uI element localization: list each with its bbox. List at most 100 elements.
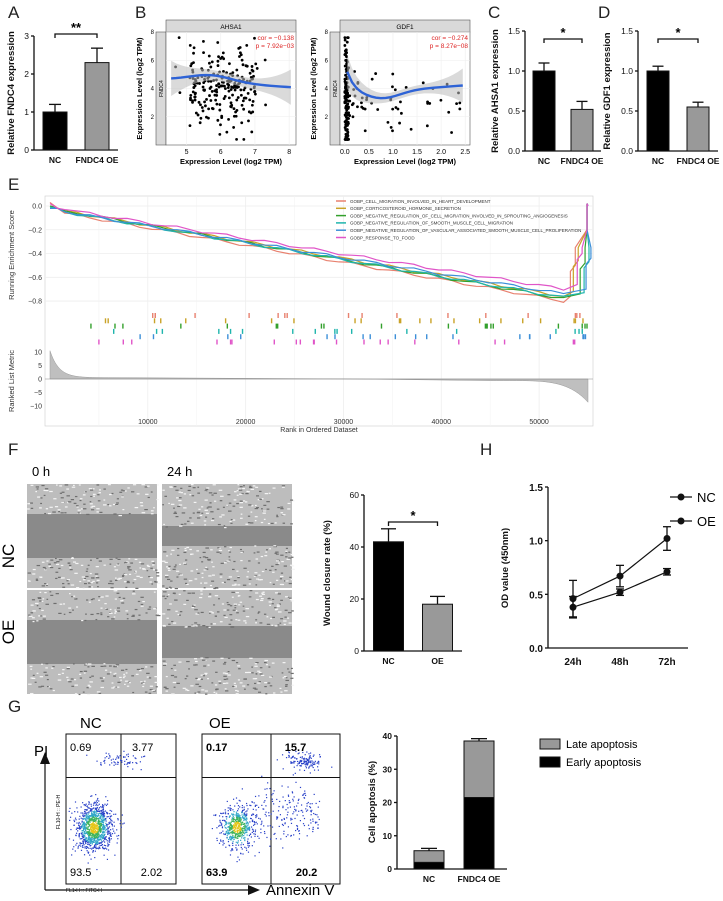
texture — [30, 604, 34, 606]
event-dot — [266, 796, 268, 799]
event-dot — [96, 830, 98, 833]
texture — [63, 613, 66, 615]
texture — [71, 557, 74, 559]
texture — [46, 598, 49, 600]
event-dot — [272, 792, 274, 795]
event-dot — [103, 840, 105, 842]
texture — [81, 576, 86, 578]
event-dot — [298, 838, 300, 840]
event-dot — [223, 842, 225, 845]
texture — [82, 508, 87, 510]
texture — [35, 579, 39, 581]
texture — [196, 624, 201, 626]
texture — [290, 600, 294, 602]
texture — [98, 489, 101, 491]
texture — [205, 516, 208, 518]
event-dot — [235, 813, 237, 815]
event-dot — [84, 829, 87, 831]
event-dot — [118, 756, 120, 758]
event-dot — [88, 831, 90, 833]
event-dot — [101, 804, 104, 806]
data-point — [201, 109, 205, 113]
event-dot — [266, 788, 268, 790]
texture — [278, 611, 282, 613]
texture — [66, 676, 69, 678]
event-dot — [290, 762, 292, 764]
event-dot — [102, 808, 105, 810]
event-dot — [254, 795, 257, 798]
texture — [211, 574, 215, 576]
event-dot — [288, 800, 290, 802]
event-dot — [86, 826, 88, 828]
event-dot — [317, 760, 320, 762]
event-dot — [302, 794, 304, 796]
event-dot — [94, 820, 96, 822]
texture — [238, 489, 243, 491]
event-dot — [95, 810, 97, 812]
x-tick-label: 6 — [219, 149, 223, 156]
significance-label: * — [560, 25, 566, 40]
event-dot — [102, 807, 105, 809]
event-dot — [110, 810, 113, 812]
event-dot — [105, 825, 107, 827]
texture — [140, 603, 144, 606]
event-dot — [313, 763, 315, 766]
texture — [152, 690, 156, 692]
texture — [109, 505, 112, 507]
texture — [193, 664, 197, 666]
event-dot — [247, 822, 249, 824]
event-dot — [231, 826, 234, 828]
event-dot — [73, 820, 76, 823]
event-dot — [269, 845, 271, 847]
event-dot — [102, 814, 104, 816]
event-dot — [283, 830, 285, 832]
event-dot — [114, 854, 116, 856]
event-dot — [234, 837, 236, 839]
texture — [243, 567, 247, 569]
event-dot — [83, 844, 85, 846]
texture — [247, 522, 251, 524]
event-dot — [96, 834, 98, 836]
event-dot — [85, 847, 88, 850]
panel-label-h: H — [480, 440, 492, 459]
texture — [231, 591, 235, 593]
texture — [124, 680, 129, 682]
texture — [213, 691, 216, 694]
texture — [134, 558, 138, 560]
event-dot — [305, 808, 307, 810]
texture — [128, 558, 131, 560]
event-dot — [85, 823, 87, 825]
texture — [89, 559, 92, 561]
event-dot — [95, 808, 98, 810]
data-point — [236, 96, 240, 99]
event-dot — [85, 842, 87, 845]
event-dot — [317, 824, 319, 826]
texture — [260, 579, 263, 581]
data-point — [207, 107, 211, 111]
event-dot — [84, 827, 86, 829]
x-tick-label: 5 — [185, 149, 189, 156]
data-point — [242, 88, 246, 92]
event-dot — [244, 819, 246, 821]
event-dot — [231, 848, 233, 850]
event-dot — [237, 815, 240, 817]
event-dot — [103, 825, 105, 827]
texture — [258, 579, 262, 581]
texture — [238, 668, 241, 670]
texture — [285, 679, 289, 682]
y-tick-label: 8 — [151, 30, 155, 36]
texture — [272, 598, 275, 601]
event-dot — [92, 823, 94, 826]
event-dot — [297, 763, 299, 765]
event-dot — [105, 796, 107, 798]
texture — [227, 657, 231, 659]
texture — [83, 503, 86, 505]
event-dot — [100, 844, 103, 846]
texture — [212, 623, 216, 625]
event-dot — [91, 848, 93, 850]
event-dot — [303, 793, 305, 795]
texture — [286, 558, 290, 560]
texture — [254, 504, 257, 507]
texture — [205, 657, 209, 659]
